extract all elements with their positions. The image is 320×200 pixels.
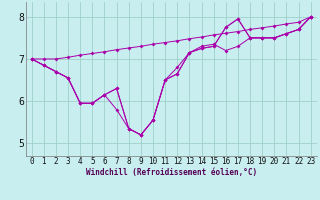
X-axis label: Windchill (Refroidissement éolien,°C): Windchill (Refroidissement éolien,°C) (86, 168, 257, 177)
